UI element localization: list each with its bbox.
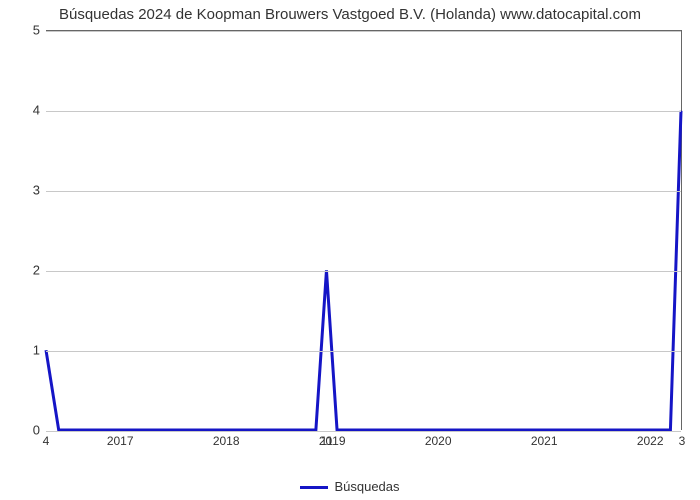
x-tick-label: 2017 (107, 434, 134, 448)
y-tick-label: 4 (10, 103, 40, 118)
chart-container: Búsquedas 2024 de Koopman Brouwers Vastg… (0, 0, 700, 500)
x-tick-label: 2021 (531, 434, 558, 448)
y-tick-label: 3 (10, 183, 40, 198)
gridline (46, 431, 681, 432)
gridline (46, 351, 681, 352)
y-tick-label: 2 (10, 263, 40, 278)
plot-area (46, 30, 682, 430)
gridline (46, 271, 681, 272)
gridline (46, 111, 681, 112)
legend: Búsquedas (0, 479, 700, 494)
gridline (46, 191, 681, 192)
y-tick-label: 1 (10, 343, 40, 358)
legend-swatch (300, 486, 328, 489)
x-tick-label: 2022 (637, 434, 664, 448)
line-series (46, 31, 681, 430)
y-tick-label: 0 (10, 423, 40, 438)
x-tick-label: 2018 (213, 434, 240, 448)
legend-label: Búsquedas (334, 479, 399, 494)
chart-title: Búsquedas 2024 de Koopman Brouwers Vastg… (0, 6, 700, 23)
gridline (46, 31, 681, 32)
data-point-label: 4 (43, 434, 50, 448)
data-point-label: 11 (321, 434, 333, 448)
y-tick-label: 5 (10, 23, 40, 38)
data-point-label: 3 (679, 434, 686, 448)
x-tick-label: 2020 (425, 434, 452, 448)
